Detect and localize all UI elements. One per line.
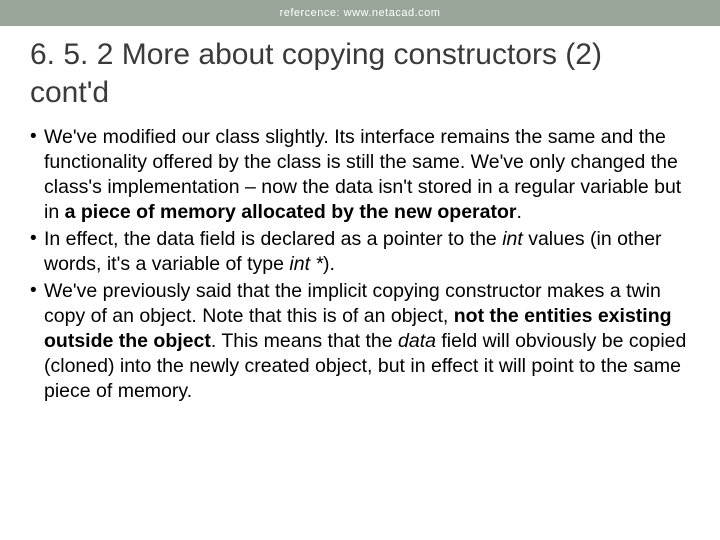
title-line-2: cont'd (30, 76, 109, 109)
header-reference-text: refercence: www.netacad.com (280, 7, 441, 19)
title-line-1: 6. 5. 2 More about copying constructors … (30, 38, 602, 71)
text-segment: In effect, the data field is declared as… (44, 228, 502, 250)
text-segment: data (398, 330, 436, 352)
bullet-item: In effect, the data field is declared as… (30, 227, 690, 277)
text-segment: int (502, 228, 523, 250)
title-block: 6. 5. 2 More about copying constructors … (0, 26, 720, 125)
text-segment: ). (323, 253, 335, 275)
text-segment: . (517, 201, 522, 223)
header-bar: refercence: www.netacad.com (0, 0, 720, 26)
text-segment: int * (289, 253, 323, 275)
bullet-item: We've modified our class slightly. Its i… (30, 125, 690, 225)
text-segment: a piece of memory allocated by the new o… (65, 201, 517, 223)
slide-title: 6. 5. 2 More about copying constructors … (30, 36, 690, 111)
bullet-content: We've modified our class slightly. Its i… (0, 125, 720, 403)
bullet-item: We've previously said that the implicit … (30, 279, 690, 404)
text-segment: . This means that the (211, 330, 398, 352)
